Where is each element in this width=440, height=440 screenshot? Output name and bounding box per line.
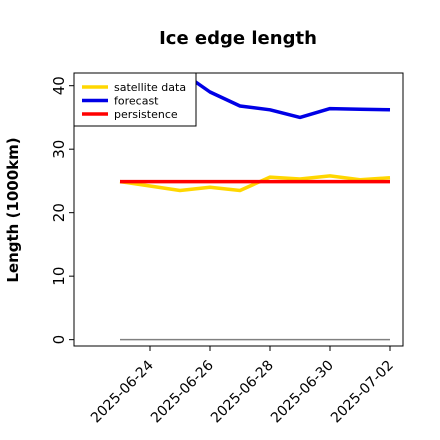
y-axis-label: Length (1000km) xyxy=(4,137,22,282)
x-tick-label: 2025-06-28 xyxy=(208,358,277,427)
legend-label: forecast xyxy=(114,95,159,108)
plot-area xyxy=(119,73,391,341)
series-line-satellite-data xyxy=(119,174,391,193)
y-tick-label: 40 xyxy=(50,76,68,95)
y-tick-label: 10 xyxy=(50,267,68,286)
x-tick-label: 2025-06-24 xyxy=(88,357,157,426)
x-tick-label: 2025-07-02 xyxy=(328,358,397,427)
plot-frame xyxy=(73,72,404,347)
y-axis: 0 10 20 30 40 xyxy=(50,76,74,344)
series-line-forecast xyxy=(179,73,391,120)
chart-title: Ice edge length xyxy=(159,28,317,49)
y-tick-label: 30 xyxy=(50,140,68,159)
legend-label: persistence xyxy=(114,108,178,121)
x-tick-label: 2025-06-30 xyxy=(268,358,337,427)
x-tick-label: 2025-06-26 xyxy=(148,357,217,426)
legend-label: satellite data xyxy=(114,81,186,94)
y-tick-label: 0 xyxy=(50,335,68,345)
x-axis: 2025-06-242025-06-262025-06-282025-06-30… xyxy=(88,346,397,426)
y-tick-label: 20 xyxy=(50,203,68,222)
